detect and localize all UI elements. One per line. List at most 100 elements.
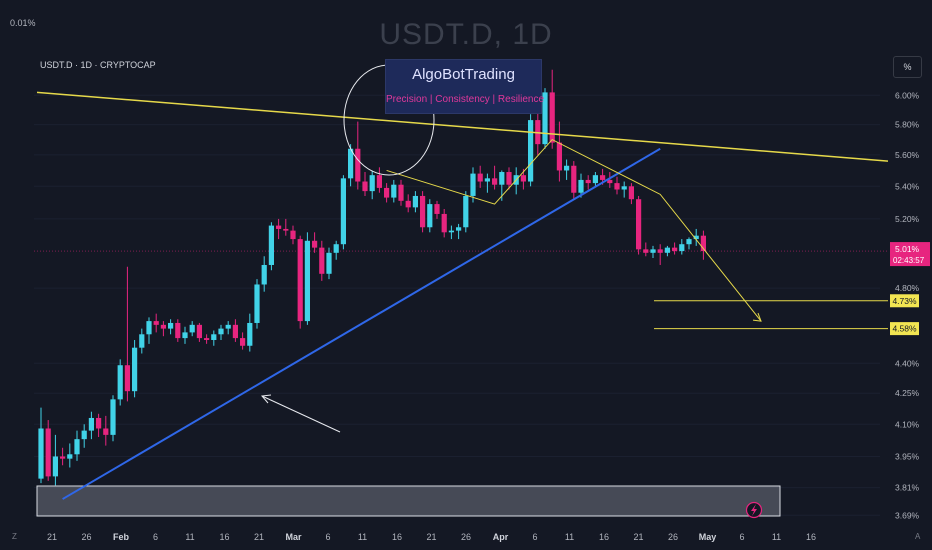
candle-body	[45, 428, 51, 477]
candle-body	[153, 321, 159, 325]
y-tick-label: 5.60%	[895, 150, 920, 160]
candle-body	[384, 187, 390, 198]
candle-body	[340, 178, 346, 245]
candle-body	[276, 225, 282, 229]
candle-up	[146, 317, 152, 344]
y-tick-label: 3.69%	[895, 510, 920, 520]
candle-down	[556, 121, 562, 182]
candle-body	[326, 252, 332, 274]
zoom-left-marker[interactable]: Z	[12, 532, 17, 541]
candle-up	[369, 170, 375, 200]
support-trendline	[62, 147, 661, 500]
candle-down	[283, 218, 289, 236]
candle-body	[103, 428, 109, 435]
candle-body	[650, 249, 656, 253]
candle-body	[571, 165, 577, 193]
candle-body	[132, 347, 138, 392]
x-tick-label: 6	[532, 532, 537, 542]
candle-down	[362, 172, 368, 196]
candle-body	[74, 439, 80, 455]
candle-body	[657, 249, 663, 253]
candle-down	[290, 225, 296, 245]
candle-body	[268, 225, 274, 265]
candle-down	[384, 183, 390, 203]
candle-body	[168, 322, 174, 329]
candle-body	[225, 324, 231, 329]
candle-body	[211, 334, 217, 341]
candle-body	[60, 456, 66, 459]
candle-body	[427, 204, 433, 228]
candle-down	[276, 218, 282, 240]
candle-body	[477, 173, 483, 182]
candle-down	[103, 415, 109, 446]
candle-up	[189, 321, 195, 337]
candle-up	[470, 167, 476, 203]
candle-body	[607, 179, 613, 184]
candle-up	[412, 191, 418, 213]
candle-down	[420, 191, 426, 233]
candle-up	[211, 330, 217, 346]
x-tick-label: 11	[358, 532, 367, 542]
x-tick-label: 21	[47, 532, 57, 542]
candle-up	[182, 326, 188, 344]
candle-down	[240, 332, 246, 350]
chart-overlay-lines: 4.73% 4.58% 5.01% 02:43:57	[36, 64, 930, 519]
candle-down	[153, 313, 159, 333]
y-tick-label: 4.40%	[895, 358, 920, 368]
candle-body	[492, 178, 498, 185]
candle-up	[650, 245, 656, 259]
candle-body	[312, 240, 318, 248]
candle-up	[261, 256, 267, 292]
candle-body	[283, 228, 289, 231]
candle-up	[110, 395, 116, 442]
x-tick-label: 26	[81, 532, 91, 542]
candle-down	[549, 69, 555, 149]
lightning-icon	[751, 504, 757, 516]
y-axis: 6.00% 5.80% 5.60% 5.40% 5.20% 4.80% 4.40% 4.25%…	[895, 90, 920, 520]
auto-scale-marker[interactable]: A	[915, 532, 921, 541]
y-tick-label: 5.20%	[895, 214, 920, 224]
candle-down	[297, 235, 303, 329]
candle-up	[513, 167, 519, 195]
candle-up	[139, 328, 145, 354]
candle-up	[484, 173, 490, 193]
candle-down	[672, 242, 678, 255]
percent-scale-button[interactable]: %	[893, 56, 922, 78]
candle-up	[528, 114, 534, 187]
candle-body	[391, 184, 397, 198]
candle-body	[664, 247, 670, 253]
x-tick-label: 26	[461, 532, 471, 542]
chart-title: USDT.D, 1D	[379, 18, 553, 51]
x-tick-label: Feb	[113, 532, 130, 542]
candle-body	[564, 165, 570, 171]
y-tick-label: 4.10%	[895, 419, 920, 429]
candle-up	[52, 434, 58, 486]
candle-body	[240, 338, 246, 346]
candle-body	[542, 92, 548, 145]
x-tick-label: 11	[565, 532, 574, 542]
candle-body	[355, 148, 361, 182]
candle-down	[355, 121, 361, 190]
candle-down	[319, 240, 325, 281]
x-tick-label: 21	[254, 532, 264, 542]
candle-body	[614, 183, 620, 190]
x-tick-label: 16	[219, 532, 229, 542]
y-tick-label: 6.00%	[895, 90, 920, 100]
current-price-tag	[890, 242, 930, 267]
candle-up	[333, 240, 339, 260]
candle-down	[643, 242, 649, 257]
symbol-legend[interactable]: USDT.D · 1D · CRYPTOCAP	[40, 60, 156, 70]
brand-tagline: Precision | Consistency | Resilience	[386, 94, 545, 105]
candle-up	[693, 228, 699, 246]
countdown-timer: 02:43:57	[893, 256, 925, 265]
candle-down	[124, 266, 130, 402]
candle-body	[376, 175, 382, 188]
candle-down	[60, 447, 66, 466]
candle-down	[196, 322, 202, 342]
candle-body	[146, 321, 152, 335]
candle-up	[168, 319, 174, 335]
y-tick-label: 5.80%	[895, 120, 920, 130]
candle-body	[189, 324, 195, 333]
candle-body	[621, 186, 627, 190]
